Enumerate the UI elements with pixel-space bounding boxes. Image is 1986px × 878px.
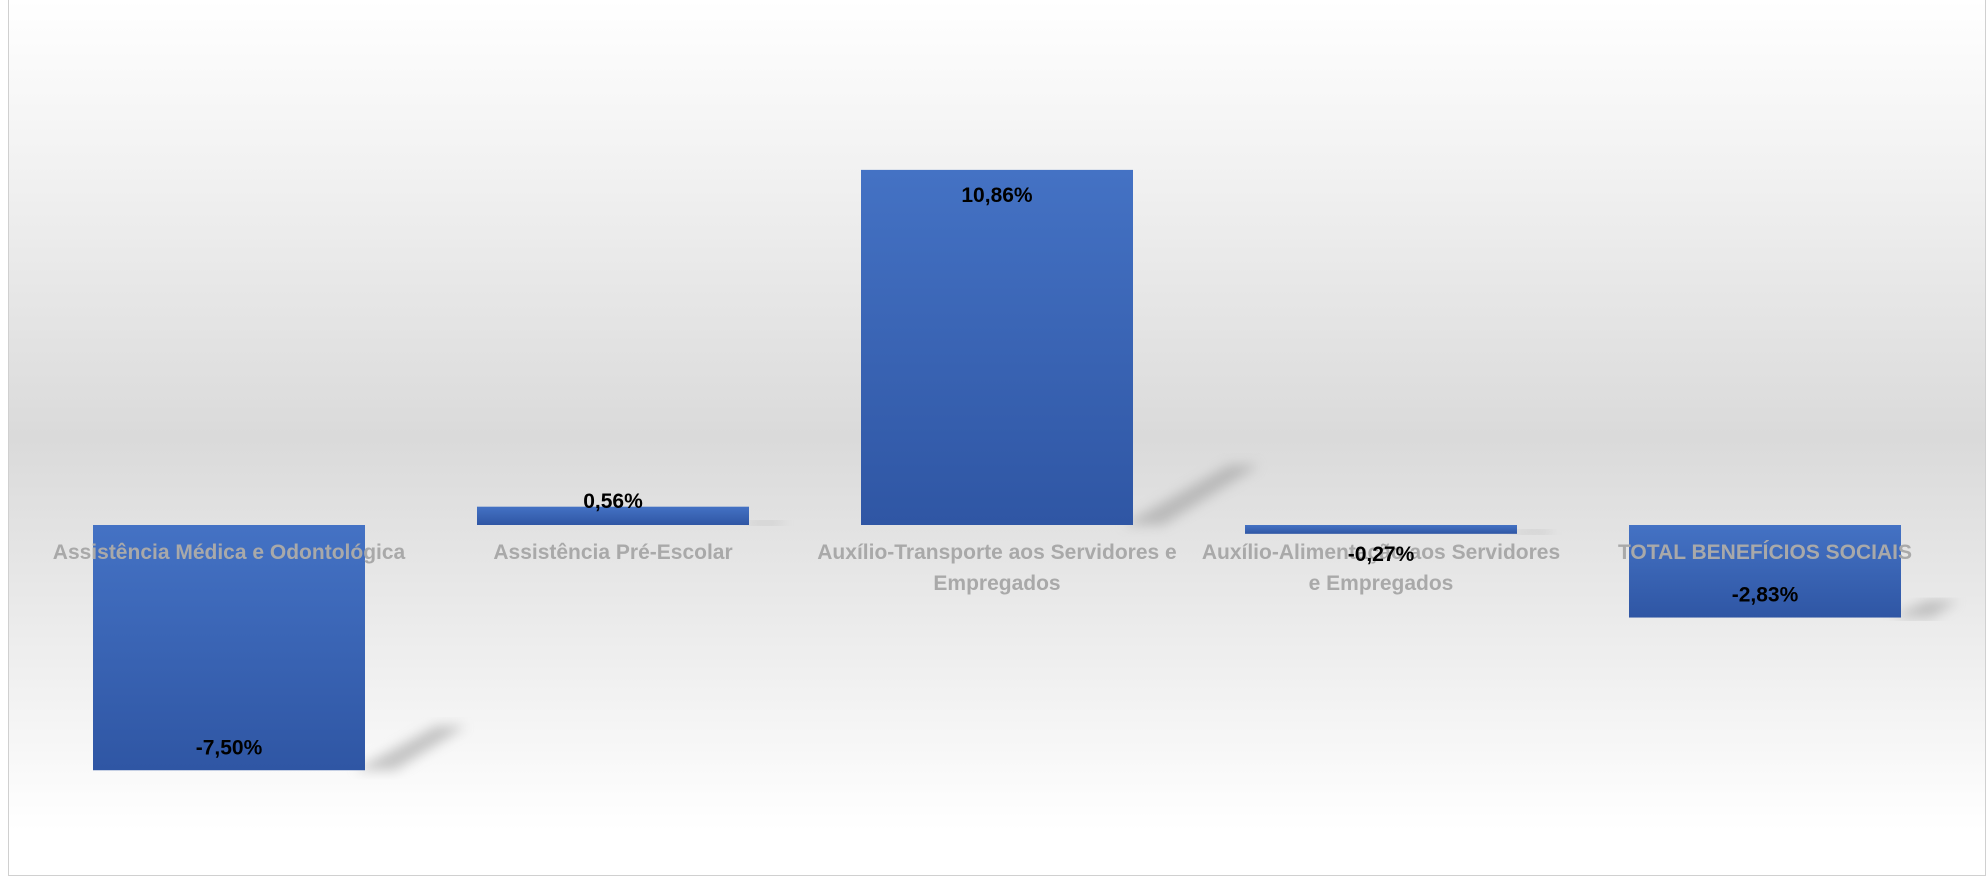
bar-shadow — [1507, 529, 1554, 534]
data-label: 0,56% — [583, 490, 643, 513]
bar — [93, 525, 365, 771]
bar — [861, 169, 1133, 526]
bar — [1245, 525, 1517, 534]
category-label: Auxílio-Alimentação aos Servidores e Empr… — [1202, 541, 1560, 595]
category-label-line: e Empregados — [1309, 572, 1454, 595]
bar-shadow — [739, 521, 786, 525]
category-label-line: Auxílio-Transporte aos Servidores e — [817, 541, 1176, 564]
category-label-line: Empregados — [933, 572, 1060, 595]
category-label: Assistência Pré-Escolar — [493, 541, 732, 564]
category-label-line: Assistência Pré-Escolar — [493, 541, 732, 564]
bar — [477, 506, 749, 525]
data-label: 10,86% — [961, 184, 1033, 207]
category-label: Assistência Médica e Odontológica — [53, 541, 406, 564]
category-label-line: Auxílio-Alimentação aos Servidores — [1202, 541, 1560, 564]
category-label-line: TOTAL BENEFÍCIOS SOCIAIS — [1618, 541, 1912, 564]
data-label: -0,27% — [1348, 543, 1415, 566]
chart-area: Assistência Médica e Odontológica Assistê… — [8, 0, 1986, 876]
bar-shadow — [355, 726, 466, 771]
category-label-line: Assistência Médica e Odontológica — [53, 541, 406, 564]
data-label: -2,83% — [1732, 584, 1799, 607]
bar — [1629, 525, 1901, 618]
bar-shadow — [1123, 465, 1259, 525]
category-label: Auxílio-Transporte aos Servidores e Empre… — [817, 541, 1176, 595]
bar-chart: Assistência Médica e Odontológica Assistê… — [53, 169, 1958, 771]
category-label: TOTAL BENEFÍCIOS SOCIAIS — [1618, 541, 1912, 564]
bar-shadow — [1891, 600, 1958, 618]
data-label: -7,50% — [196, 736, 263, 759]
